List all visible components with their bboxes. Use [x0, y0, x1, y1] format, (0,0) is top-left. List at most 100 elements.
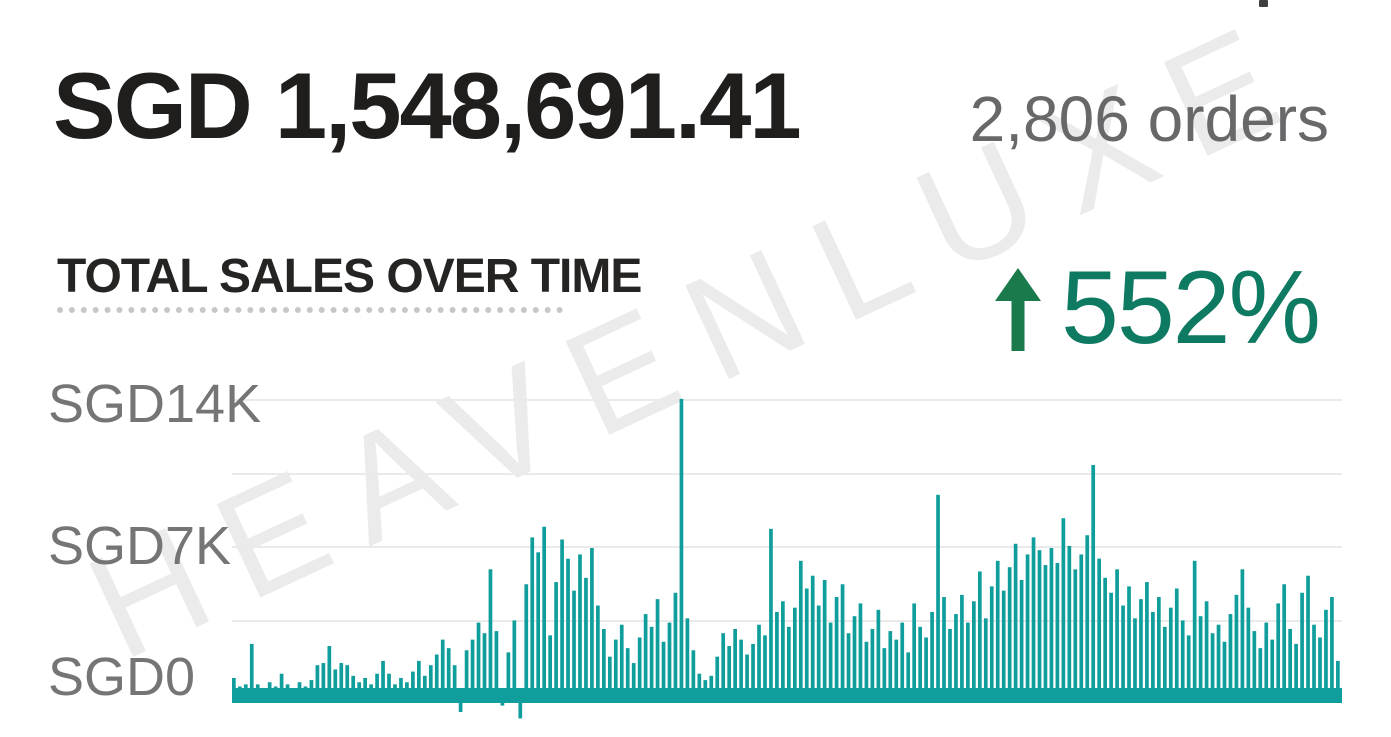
bar[interactable]	[1306, 575, 1310, 695]
bar[interactable]	[1216, 624, 1221, 695]
bar[interactable]	[375, 673, 379, 695]
bar[interactable]	[876, 609, 881, 695]
bar[interactable]	[273, 686, 278, 695]
bar[interactable]	[1336, 660, 1340, 695]
bar[interactable]	[524, 584, 529, 695]
bar[interactable]	[494, 631, 499, 695]
bar[interactable]	[1282, 584, 1287, 695]
bar[interactable]	[1240, 569, 1245, 695]
bar[interactable]	[715, 656, 720, 695]
bar[interactable]	[1330, 597, 1334, 695]
bar[interactable]	[1288, 628, 1292, 695]
bar[interactable]	[1049, 548, 1054, 695]
bar[interactable]	[769, 528, 773, 695]
bar[interactable]	[399, 677, 403, 695]
bar[interactable]	[655, 599, 660, 695]
bar[interactable]	[1270, 639, 1275, 695]
bar[interactable]	[1055, 562, 1060, 695]
bar[interactable]	[924, 637, 928, 695]
bar[interactable]	[792, 607, 797, 695]
bar[interactable]	[303, 686, 308, 695]
bar[interactable]	[315, 665, 320, 695]
bar[interactable]	[1198, 616, 1203, 695]
bar[interactable]	[285, 684, 290, 695]
bar[interactable]	[458, 695, 463, 713]
bar[interactable]	[1031, 537, 1036, 695]
bar[interactable]	[452, 665, 457, 695]
bar[interactable]	[1258, 648, 1263, 695]
bar[interactable]	[954, 614, 958, 695]
bar[interactable]	[446, 648, 451, 695]
bar[interactable]	[560, 539, 564, 695]
bar[interactable]	[1294, 643, 1298, 695]
bar[interactable]	[1168, 607, 1173, 695]
bar[interactable]	[488, 569, 493, 695]
bar[interactable]	[906, 652, 911, 695]
bar[interactable]	[1007, 567, 1012, 695]
bar[interactable]	[727, 646, 732, 695]
bar[interactable]	[697, 673, 702, 695]
bar[interactable]	[590, 548, 594, 695]
bar[interactable]	[643, 614, 648, 695]
bar[interactable]	[333, 669, 338, 695]
bar[interactable]	[476, 622, 481, 695]
bar[interactable]	[232, 677, 236, 695]
bar[interactable]	[972, 601, 976, 695]
bar[interactable]	[822, 579, 827, 695]
bar[interactable]	[882, 648, 887, 695]
bar[interactable]	[1145, 582, 1149, 695]
bar[interactable]	[810, 575, 815, 695]
bar[interactable]	[852, 616, 857, 695]
bar[interactable]	[237, 686, 242, 695]
bar[interactable]	[983, 618, 988, 695]
bar[interactable]	[1246, 607, 1251, 695]
bar[interactable]	[834, 597, 839, 695]
bar[interactable]	[1103, 577, 1107, 695]
bar[interactable]	[1186, 635, 1191, 695]
bar[interactable]	[1180, 620, 1185, 695]
bar[interactable]	[1001, 590, 1006, 695]
bar[interactable]	[751, 643, 755, 695]
bar[interactable]	[393, 684, 397, 695]
bar[interactable]	[1013, 543, 1018, 695]
bar[interactable]	[948, 628, 952, 695]
bar[interactable]	[548, 635, 552, 695]
bar[interactable]	[977, 571, 982, 695]
bar[interactable]	[1019, 579, 1024, 695]
bar[interactable]	[912, 603, 917, 695]
bar[interactable]	[369, 684, 373, 695]
bar[interactable]	[989, 586, 994, 695]
bar[interactable]	[321, 663, 326, 695]
bar[interactable]	[709, 675, 714, 695]
bar[interactable]	[1085, 535, 1090, 695]
bar[interactable]	[411, 671, 415, 695]
bar[interactable]	[1151, 611, 1155, 695]
bar[interactable]	[1234, 594, 1239, 695]
bar[interactable]	[291, 688, 296, 695]
bar[interactable]	[405, 682, 409, 695]
bar[interactable]	[309, 680, 314, 695]
bar[interactable]	[1073, 569, 1078, 695]
bar[interactable]	[757, 624, 761, 695]
bar[interactable]	[1115, 569, 1119, 695]
bar[interactable]	[297, 682, 302, 695]
bar[interactable]	[279, 673, 284, 695]
bar[interactable]	[267, 682, 272, 695]
bar[interactable]	[1025, 554, 1030, 695]
bar[interactable]	[572, 590, 576, 695]
bar[interactable]	[613, 639, 618, 695]
bar[interactable]	[422, 675, 427, 695]
bar[interactable]	[1127, 586, 1131, 695]
bar[interactable]	[787, 626, 791, 695]
bar[interactable]	[858, 603, 863, 695]
bar[interactable]	[1264, 622, 1269, 695]
bar[interactable]	[900, 622, 905, 695]
bar[interactable]	[530, 537, 535, 695]
bar[interactable]	[506, 652, 511, 695]
bar[interactable]	[763, 635, 767, 695]
bar[interactable]	[1079, 554, 1084, 695]
bar[interactable]	[1252, 631, 1257, 695]
bar[interactable]	[745, 654, 749, 695]
bar[interactable]	[381, 660, 385, 695]
